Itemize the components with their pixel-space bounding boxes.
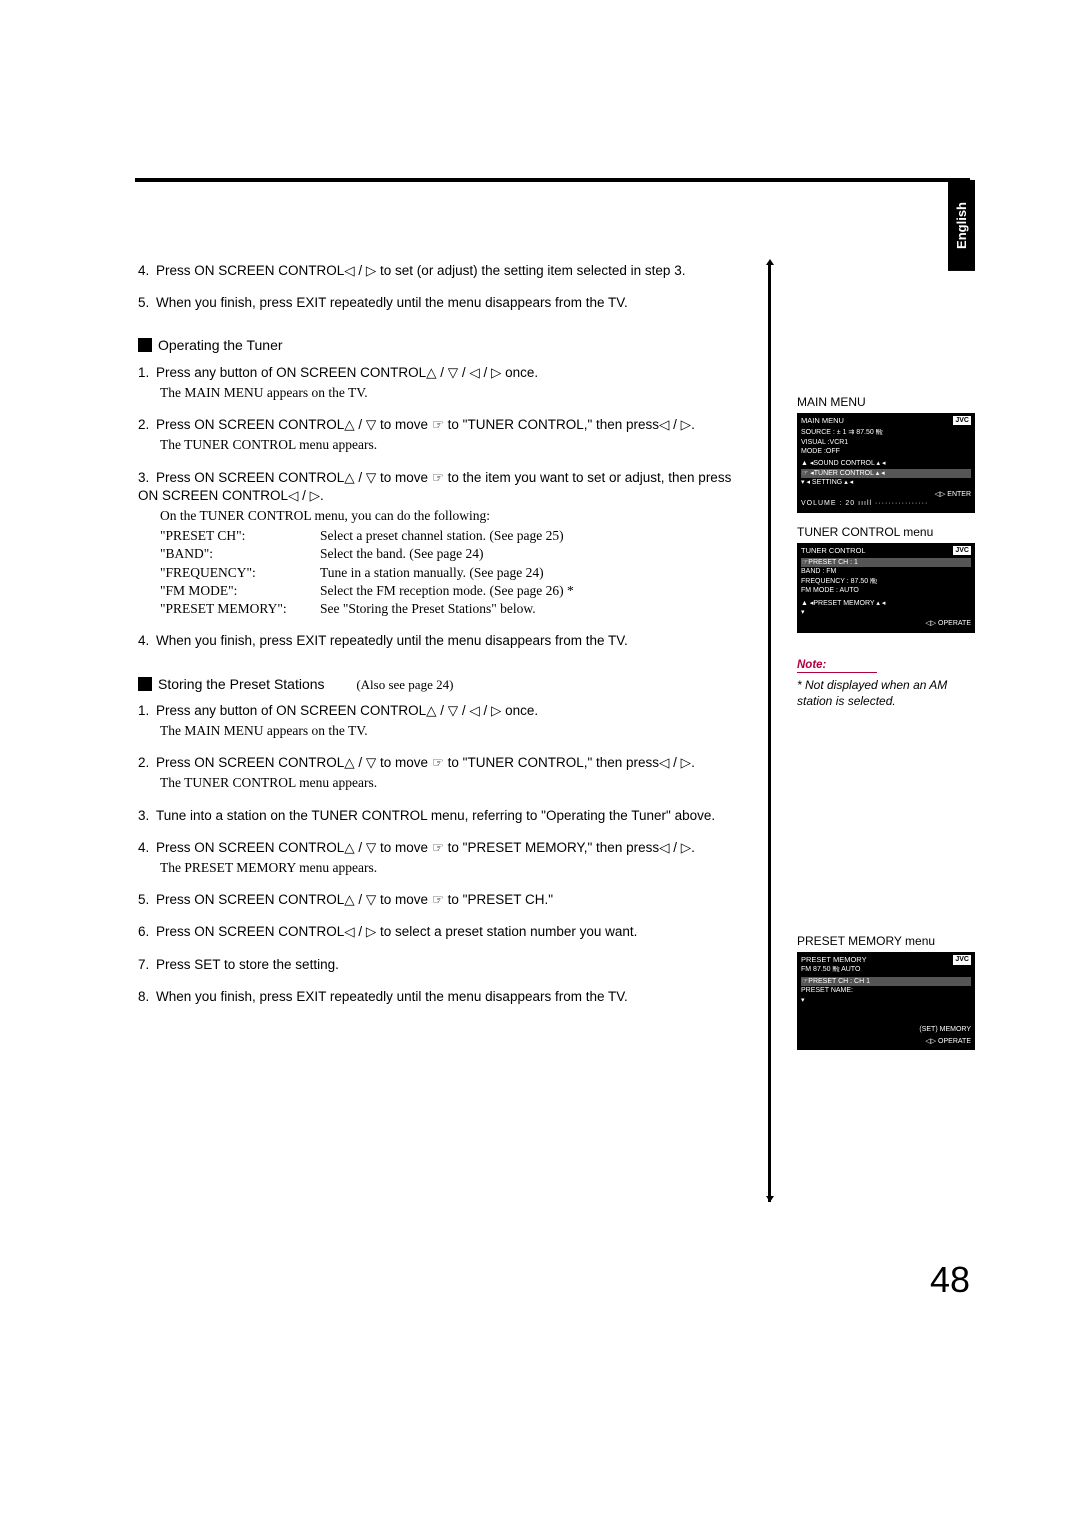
osd-line: ▾ (801, 996, 971, 1005)
s1-step1: 1.Press any button of ON SCREEN CONTROL△… (138, 364, 750, 402)
osd-line: ▾ (801, 608, 971, 617)
tuner-menu-label: TUNER CONTROL menu (797, 525, 975, 539)
jvc-logo: JVC (953, 955, 971, 964)
s2-step3: 3.Tune into a station on the TUNER CONTR… (138, 807, 750, 825)
osd-line: MODE :OFF (801, 447, 971, 456)
s2-step4: 4.Press ON SCREEN CONTROL△ / ▽ to move ☞… (138, 839, 750, 877)
section-marker-icon (138, 338, 152, 352)
osd-line: ▾ ◂ SETTING ▴ ◂ (801, 478, 971, 487)
osd-line: VISUAL :VCR1 (801, 438, 971, 447)
s1-step4: 4.When you finish, press EXIT repeatedly… (138, 632, 750, 650)
s2-step1-sub: The MAIN MENU appears on the TV. (160, 722, 750, 740)
s2-step7: 7.Press SET to store the setting. (138, 956, 750, 974)
osd-memory: (SET) MEMORY (801, 1025, 971, 1034)
section-storing-presets: Storing the Preset Stations (Also see pa… (138, 675, 750, 694)
osd-title: TUNER CONTROL (801, 546, 971, 556)
vline-arrow-bottom (766, 1196, 774, 1202)
section-marker-icon (138, 677, 152, 691)
section-also-see: (Also see page 24) (356, 677, 453, 692)
osd-volume: VOLUME : 20 ıııll ················ (801, 499, 971, 508)
osd-subtitle: FM 87.50 ㎒ AUTO (801, 965, 971, 974)
osd-line: SOURCE : ± 1 ⇉ 87.50 ㎒ (801, 428, 971, 437)
top-rule (135, 178, 970, 182)
osd-operate: ◁▷ OPERATE (801, 619, 971, 628)
mi-val: Select a preset channel station. (See pa… (320, 527, 564, 545)
s1-step1-text: Press any button of ON SCREEN CONTROL△ /… (156, 365, 538, 380)
s2-step2-sub: The TUNER CONTROL menu appears. (160, 774, 750, 792)
mi-key: "FREQUENCY": (160, 564, 320, 582)
left-column: 4.Press ON SCREEN CONTROL◁ / ▷ to set (o… (138, 262, 750, 1020)
mi-val: See "Storing the Preset Stations" below. (320, 600, 536, 618)
prev-step-5: 5.When you finish, press EXIT repeatedly… (138, 294, 750, 312)
s1-step1-sub: The MAIN MENU appears on the TV. (160, 384, 750, 402)
prev-step-4: 4.Press ON SCREEN CONTROL◁ / ▷ to set (o… (138, 262, 750, 280)
s2-step1: 1.Press any button of ON SCREEN CONTROL△… (138, 702, 750, 740)
s1-step2-text: Press ON SCREEN CONTROL△ / ▽ to move ☞ t… (156, 417, 695, 432)
s1-step2-sub: The TUNER CONTROL menu appears. (160, 436, 750, 454)
s2-step5: 5.Press ON SCREEN CONTROL△ / ▽ to move ☞… (138, 891, 750, 909)
osd-tuner-control: JVC TUNER CONTROL ☞PRESET CH : 1 BAND : … (797, 543, 975, 633)
mi-key: "BAND": (160, 545, 320, 563)
s1-step3: 3.Press ON SCREEN CONTROL△ / ▽ to move ☞… (138, 469, 750, 619)
osd-line: BAND : FM (801, 567, 971, 576)
mi-val: Select the band. (See page 24) (320, 545, 483, 563)
section-title: Operating the Tuner (158, 337, 283, 353)
osd-title: MAIN MENU (801, 416, 971, 426)
osd-line: ▲ ◂PRESET MEMORY ▴ ◂ (801, 599, 971, 608)
tuner-menu-items: "PRESET CH":Select a preset channel stat… (160, 527, 750, 618)
mi-key: "PRESET CH": (160, 527, 320, 545)
s2-step1-text: Press any button of ON SCREEN CONTROL△ /… (156, 703, 538, 718)
note-heading: Note: (797, 659, 877, 673)
osd-preset-memory: JVC PRESET MEMORY FM 87.50 ㎒ AUTO ☞PRESE… (797, 952, 975, 1050)
prev-step-4-text: Press ON SCREEN CONTROL◁ / ▷ to set (or … (156, 263, 685, 278)
s2-step4-text: Press ON SCREEN CONTROL△ / ▽ to move ☞ t… (156, 840, 695, 855)
jvc-logo: JVC (953, 546, 971, 555)
page-number: 48 (930, 1259, 970, 1301)
s1-step3-text: Press ON SCREEN CONTROL△ / ▽ to move ☞ t… (138, 470, 731, 503)
osd-title: PRESET MEMORY (801, 955, 971, 965)
s2-step8-text: When you finish, press EXIT repeatedly u… (156, 989, 628, 1004)
mi-key: "FM MODE": (160, 582, 320, 600)
osd-operate: ◁▷ OPERATE (801, 1037, 971, 1046)
mi-key: "PRESET MEMORY": (160, 600, 320, 618)
s2-step5-text: Press ON SCREEN CONTROL△ / ▽ to move ☞ t… (156, 892, 553, 907)
osd-line-highlight: ☞ ◂TUNER CONTROL ▴ ◂ (801, 469, 971, 478)
osd-line: FREQUENCY : 87.50 ㎒ (801, 577, 971, 586)
note-body: * Not displayed when an AM station is se… (797, 677, 975, 709)
mi-val: Tune in a station manually. (See page 24… (320, 564, 544, 582)
s1-step4-text: When you finish, press EXIT repeatedly u… (156, 633, 628, 648)
osd-line: ▲ ◂SOUND CONTROL ▴ ◂ (801, 459, 971, 468)
section-operating-tuner: Operating the Tuner (138, 336, 750, 355)
language-tab: English (948, 180, 975, 271)
osd-line-highlight: ☞PRESET CH : 1 (801, 558, 971, 567)
s2-step4-sub: The PRESET MEMORY menu appears. (160, 859, 750, 877)
mi-val: Select the FM reception mode. (See page … (320, 582, 574, 600)
s2-step2-text: Press ON SCREEN CONTROL△ / ▽ to move ☞ t… (156, 755, 695, 770)
s1-step3-intro: On the TUNER CONTROL menu, you can do th… (160, 507, 750, 525)
s2-step7-text: Press SET to store the setting. (156, 957, 339, 972)
s2-step2: 2.Press ON SCREEN CONTROL△ / ▽ to move ☞… (138, 754, 750, 792)
jvc-logo: JVC (953, 416, 971, 425)
osd-line: FM MODE : AUTO (801, 586, 971, 595)
osd-enter: ◁▷ ENTER (801, 490, 971, 499)
s1-step2: 2.Press ON SCREEN CONTROL△ / ▽ to move ☞… (138, 416, 750, 454)
osd-line: PRESET NAME: (801, 986, 971, 995)
preset-menu-label: PRESET MEMORY menu (797, 934, 975, 948)
main-menu-label: MAIN MENU (797, 395, 975, 409)
s2-step6: 6.Press ON SCREEN CONTROL◁ / ▷ to select… (138, 923, 750, 941)
vertical-divider (768, 262, 771, 1202)
osd-line-highlight: ☞PRESET CH : CH 1 (801, 977, 971, 986)
prev-step-5-text: When you finish, press EXIT repeatedly u… (156, 295, 628, 310)
right-column: MAIN MENU JVC MAIN MENU SOURCE : ± 1 ⇉ 8… (797, 395, 975, 1062)
s2-step6-text: Press ON SCREEN CONTROL◁ / ▷ to select a… (156, 924, 637, 939)
s2-step3-text: Tune into a station on the TUNER CONTROL… (156, 808, 715, 823)
section-title: Storing the Preset Stations (158, 676, 325, 692)
osd-main-menu: JVC MAIN MENU SOURCE : ± 1 ⇉ 87.50 ㎒ VIS… (797, 413, 975, 513)
s2-step8: 8.When you finish, press EXIT repeatedly… (138, 988, 750, 1006)
